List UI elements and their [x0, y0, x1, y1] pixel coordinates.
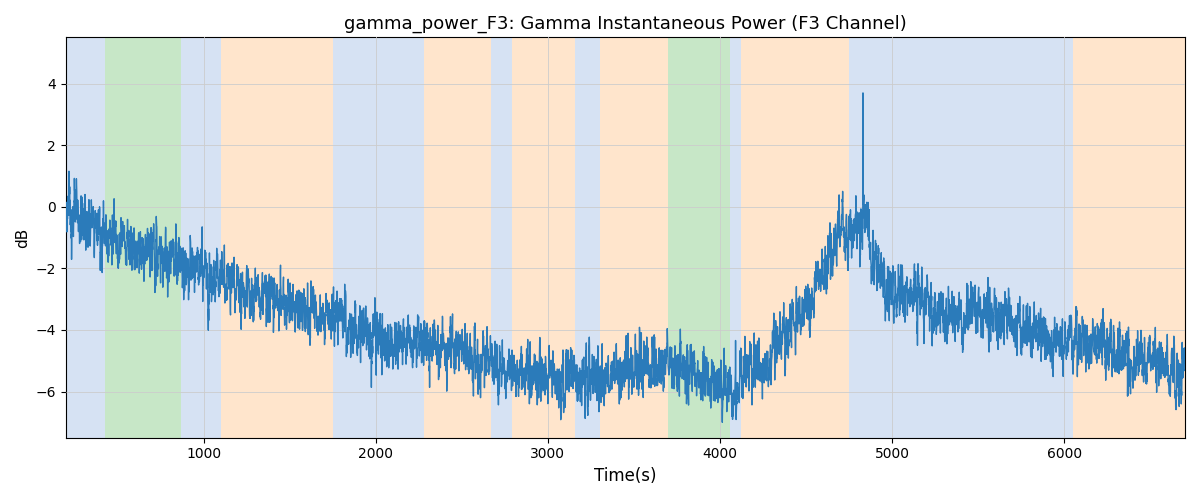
Y-axis label: dB: dB	[16, 228, 30, 248]
Bar	[332, 38, 424, 438]
Bar	[491, 38, 511, 438]
Bar	[850, 38, 1073, 438]
Bar	[511, 38, 576, 438]
Bar	[424, 38, 491, 438]
Bar	[66, 38, 106, 438]
Bar	[731, 38, 740, 438]
Bar	[668, 38, 731, 438]
Bar	[181, 38, 221, 438]
Bar	[221, 38, 332, 438]
X-axis label: Time(s): Time(s)	[594, 467, 656, 485]
Bar	[576, 38, 600, 438]
Bar	[1073, 38, 1186, 438]
Bar	[106, 38, 181, 438]
Bar	[600, 38, 668, 438]
Bar	[740, 38, 850, 438]
Title: gamma_power_F3: Gamma Instantaneous Power (F3 Channel): gamma_power_F3: Gamma Instantaneous Powe…	[344, 15, 907, 34]
